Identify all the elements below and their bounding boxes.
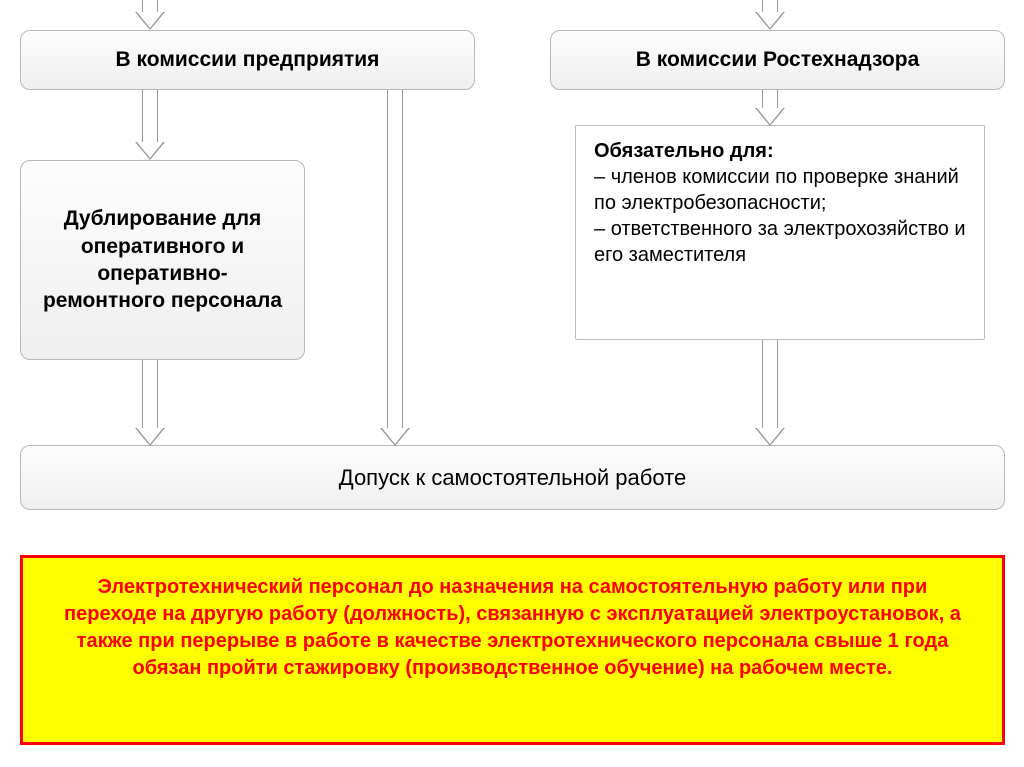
highlight-text: Электротехнический персонал до назначени… <box>64 576 961 679</box>
arrow-shaft <box>762 340 778 430</box>
node-label: В комиссии Ростехнадзора <box>636 48 920 72</box>
mandatory-item: – членов комиссии по проверке знаний по … <box>594 164 966 216</box>
node-label: Дублирование для оперативного и оператив… <box>39 205 286 314</box>
flow-node-commission-rostekhnadzor: В комиссии Ростехнадзора <box>550 30 1005 90</box>
arrow-shaft <box>762 90 778 110</box>
flow-node-commission-enterprise: В комиссии предприятия <box>20 30 475 90</box>
node-label: В комиссии предприятия <box>116 48 380 72</box>
mandatory-content: Обязательно для: – членов комиссии по пр… <box>594 138 966 268</box>
mandatory-item-text: ответственного за электрохозяйство и его… <box>594 218 966 266</box>
highlight-callout: Электротехнический персонал до назначени… <box>20 555 1005 745</box>
mandatory-item-text: членов комиссии по проверке знаний по эл… <box>594 166 959 214</box>
flow-node-duplication: Дублирование для оперативного и оператив… <box>20 160 305 360</box>
flow-node-admission: Допуск к самостоятельной работе <box>20 445 1005 510</box>
node-label: Допуск к самостоятельной работе <box>339 465 686 491</box>
arrow-shaft <box>142 360 158 430</box>
arrow-shaft <box>387 90 403 430</box>
flow-node-mandatory-list: Обязательно для: – членов комиссии по пр… <box>575 125 985 340</box>
mandatory-item: – ответственного за электрохозяйство и е… <box>594 216 966 268</box>
arrow-shaft <box>142 90 158 144</box>
mandatory-header: Обязательно для: <box>594 138 966 164</box>
